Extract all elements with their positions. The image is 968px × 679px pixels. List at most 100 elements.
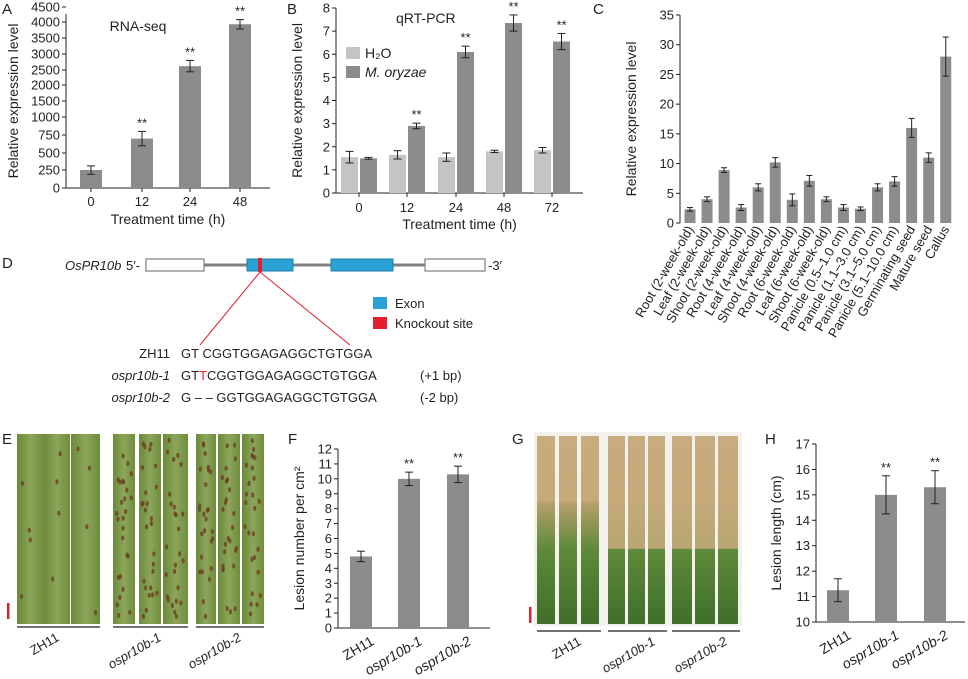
leaf-lesion xyxy=(143,507,148,513)
seq-2-prefix: GT xyxy=(181,368,199,383)
chart-a-title: RNA-seq xyxy=(110,18,167,34)
chart-a-rna-seq: 0 250 500 750 100015002000250030003500400045… xyxy=(5,0,270,227)
chart-f-bar xyxy=(350,556,372,628)
legend-knockout-label: Knockout site xyxy=(395,316,473,331)
chart-c-ytick-label: 10 xyxy=(660,156,674,171)
leaf-lesion xyxy=(141,441,145,447)
chart-b-ytick-label: 0 xyxy=(323,186,330,201)
chart-b-ytick-label: 4 xyxy=(323,93,330,108)
leaf-lesion xyxy=(203,450,207,457)
chart-c-ytick-label: 0 xyxy=(667,216,674,231)
chart-b-bar-h2o xyxy=(341,157,358,193)
panel-letter-c: C xyxy=(593,1,604,18)
leaf-lesion xyxy=(174,598,178,604)
seq-1: GT CGGTGGAGAGGCTGTGGA xyxy=(181,346,372,361)
chart-c-bar xyxy=(718,170,730,223)
leaf-lesion xyxy=(145,501,149,507)
leaf-lesion xyxy=(220,474,224,481)
gene-name: OsPR10b xyxy=(65,258,121,273)
leaf-lesion xyxy=(165,449,170,455)
leaf-lesion xyxy=(251,492,255,498)
panel-letter-g: G xyxy=(512,431,524,448)
chart-h-ytick-label: 12 xyxy=(796,564,810,579)
chart-b-ytick-label: 6 xyxy=(323,47,330,62)
leaf-lesion xyxy=(198,569,202,575)
chart-a-ytick-label: 4500 xyxy=(31,0,60,15)
leaf-lesion-area xyxy=(608,436,625,549)
scale-bar-e xyxy=(7,603,10,619)
leaf-lesion xyxy=(225,443,229,449)
chart-f-ytick-label: 5 xyxy=(325,546,332,561)
chart-b-xlabel: Treatment time (h) xyxy=(402,216,517,232)
leaf-lesion xyxy=(169,501,173,507)
leaf-lesion xyxy=(170,602,175,609)
chart-b-xtick-label: 12 xyxy=(400,200,414,215)
leaf-lesion xyxy=(173,609,177,615)
photo-label-e-1: ZH11 xyxy=(27,630,61,658)
leaf-lesion xyxy=(121,515,125,521)
leaf-lesion xyxy=(149,515,153,522)
leaf-lesion xyxy=(148,585,153,591)
seq-3-note: (-2 bp) xyxy=(420,390,458,405)
leaf-lesion xyxy=(232,510,236,516)
chart-a-ytick-label: 1500 xyxy=(31,94,60,109)
chart-b-ytick-label: 8 xyxy=(323,1,330,16)
chart-f-significance: ** xyxy=(453,450,463,465)
leaf-lesion xyxy=(200,531,204,537)
chart-c-bar xyxy=(940,56,952,223)
leaf-lesion xyxy=(144,607,148,613)
chart-c-ylabel: Relative expression level xyxy=(623,42,639,197)
chart-h-ytick-label: 11 xyxy=(797,589,811,604)
chart-c-bar xyxy=(855,208,866,223)
chart-f-ytick-label: 6 xyxy=(325,531,332,546)
leaf-lesion xyxy=(244,491,249,497)
leaf-lesion xyxy=(258,593,262,599)
leaf-lesion xyxy=(121,453,125,459)
leaf-lesion xyxy=(202,442,206,448)
leaf-lesion xyxy=(154,484,158,490)
chart-h-significance: ** xyxy=(881,460,891,475)
leaf-strip xyxy=(218,434,240,624)
leaf-lesion xyxy=(55,479,59,485)
seq-3-rest: GGTGGAGAGGCTGTGGA xyxy=(216,390,377,405)
leaf-lesion xyxy=(203,613,208,619)
leaf-lesion xyxy=(174,613,178,619)
leaf-lesion xyxy=(176,585,180,591)
leaf-photo-g: ZH11 ospr10b-1 ospr10b-2 xyxy=(529,432,742,676)
leaf-lesion xyxy=(233,606,237,612)
panel-letter-f: F xyxy=(288,431,297,448)
chart-f-bar xyxy=(447,474,469,628)
leaf-lesion xyxy=(198,466,202,472)
leaf-lesion xyxy=(252,446,256,452)
leaf-lesion xyxy=(224,478,229,484)
chart-a-ytick-label: 0 xyxy=(53,181,60,196)
chart-a-ytick-label: 750 xyxy=(38,128,60,143)
leaf-photo-e: ZH11 ospr10b-1 ospr10b-2 xyxy=(7,434,264,672)
chart-f-ytick-label: 4 xyxy=(325,561,332,576)
leaf-lesion xyxy=(228,538,232,544)
leaf-lesion xyxy=(205,507,209,513)
chart-h-ylabel: Lesion length (cm) xyxy=(768,475,784,590)
photo-label-e-2: ospr10b-1 xyxy=(105,630,163,672)
chart-b-bar-h2o xyxy=(389,154,406,193)
legend-knockout-swatch xyxy=(373,317,387,329)
seq-3: G – – GGTGGAGAGGCTGTGGA xyxy=(181,390,377,405)
leaf-lesion xyxy=(28,537,32,543)
leaf-lesion xyxy=(121,525,125,531)
leaf-lesion xyxy=(181,511,185,517)
chart-c-bar xyxy=(923,157,935,223)
leaf-strip xyxy=(163,434,188,624)
leaf-lesion xyxy=(201,598,205,605)
leaf-lesion xyxy=(144,585,148,591)
leaf-lesion xyxy=(140,464,144,471)
leaf-lesion xyxy=(58,451,62,457)
leaf-lesion xyxy=(250,556,254,562)
leaf-lesion xyxy=(118,594,122,600)
chart-b-ytick-label: 5 xyxy=(323,70,330,85)
leaf-lesion xyxy=(250,438,254,444)
chart-b-ytick-label: 3 xyxy=(323,116,330,131)
chart-c-bar xyxy=(786,199,798,223)
leaf-lesion-area xyxy=(718,436,738,549)
leaf-strip xyxy=(71,434,100,624)
